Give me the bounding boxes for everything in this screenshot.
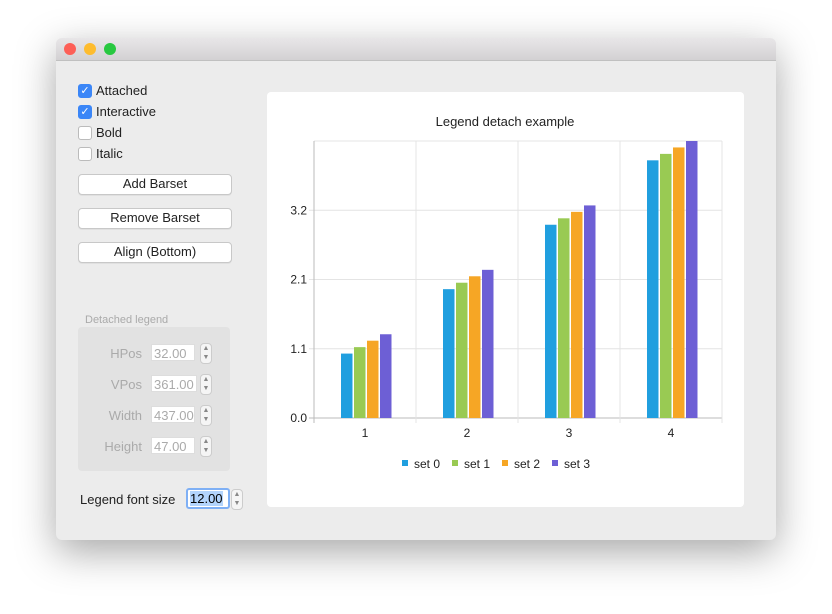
chart-panel: Legend detach example 0.0 1.1 2.1 3.2 1 2 3 4 se… <box>267 92 744 507</box>
bar-chart: Legend detach example 0.0 1.1 2.1 3.2 1 2 3 4 se… <box>290 114 723 471</box>
vpos-stepper[interactable]: ▲ ▼ <box>200 374 212 395</box>
bar-set-1 <box>660 153 672 418</box>
legend-marker <box>402 460 408 466</box>
bar-set-1 <box>456 282 468 418</box>
zoom-button[interactable] <box>104 43 116 55</box>
hpos-label: HPos <box>110 346 142 361</box>
x-tick-label: 4 <box>668 426 675 440</box>
font-size-stepper[interactable]: ▲ ▼ <box>231 489 243 510</box>
bar-set-3 <box>584 205 596 418</box>
legend-item: set 3 <box>564 457 590 471</box>
x-tick-label: 3 <box>566 426 573 440</box>
remove-barset-button[interactable]: Remove Barset <box>78 208 232 229</box>
align-button[interactable]: Align (Bottom) <box>78 242 232 263</box>
legend-marker <box>502 460 508 466</box>
legend-item: set 2 <box>514 457 540 471</box>
checkbox-box <box>78 125 92 140</box>
checkmark-icon: ✓ <box>78 83 92 98</box>
height-row: Height 47.00 ▲ ▼ <box>78 436 230 457</box>
bar-set-3 <box>686 141 698 418</box>
y-tick-label: 3.2 <box>290 203 307 217</box>
width-input[interactable]: 437.00 <box>151 406 195 423</box>
height-label: Height <box>104 439 142 454</box>
width-row: Width 437.00 ▲ ▼ <box>78 405 230 426</box>
font-size-value: 12.00 <box>190 491 223 506</box>
italic-checkbox[interactable]: Italic <box>78 146 123 161</box>
bar-set-0 <box>443 289 455 418</box>
checkbox-label: Bold <box>96 125 123 140</box>
x-tick-label: 2 <box>464 426 471 440</box>
bar-set-0 <box>341 353 353 418</box>
vpos-input[interactable]: 361.00 <box>151 375 197 392</box>
interactive-checkbox[interactable]: ✓ Interactive <box>78 104 156 119</box>
bar-set-0 <box>545 224 557 418</box>
bar-set-1 <box>558 218 570 418</box>
hpos-row: HPos 32.00 ▲ ▼ <box>78 343 230 364</box>
x-tick-label: 1 <box>362 426 369 440</box>
minimize-button[interactable] <box>84 43 96 55</box>
checkbox-box <box>78 146 92 161</box>
bold-checkbox[interactable]: Bold <box>78 125 122 140</box>
legend-item: set 1 <box>464 457 490 471</box>
chart-title: Legend detach example <box>436 114 575 129</box>
hpos-stepper[interactable]: ▲ ▼ <box>200 343 212 364</box>
attached-checkbox[interactable]: ✓ Attached <box>78 83 147 98</box>
detached-legend-group: HPos 32.00 ▲ ▼ VPos 361.00 ▲ ▼ Width 437.00 ▲ ▼ H… <box>78 327 230 471</box>
vpos-row: VPos 361.00 ▲ ▼ <box>78 374 230 395</box>
bar-set-2 <box>673 147 685 418</box>
legend-marker <box>452 460 458 466</box>
width-label: Width <box>108 408 142 423</box>
bar-set-3 <box>380 334 392 418</box>
checkbox-label: Interactive <box>96 104 156 119</box>
legend-item: set 0 <box>414 457 440 471</box>
checkbox-label: Attached <box>96 83 148 98</box>
vpos-label: VPos <box>110 377 142 392</box>
width-stepper[interactable]: ▲ ▼ <box>200 405 212 426</box>
legend-marker <box>552 460 558 466</box>
height-input[interactable]: 47.00 <box>151 437 195 454</box>
bar-set-2 <box>367 340 379 418</box>
font-size-label: Legend font size <box>80 492 176 507</box>
app-window: ✓ Attached ✓ Interactive Bold Italic Add B… <box>56 38 776 540</box>
bar-set-1 <box>354 347 366 418</box>
bar-set-0 <box>647 160 659 418</box>
add-barset-button[interactable]: Add Barset <box>78 174 232 195</box>
y-tick-label: 2.1 <box>290 273 307 287</box>
bar-set-2 <box>469 276 481 418</box>
detached-legend-title: Detached legend <box>85 314 169 326</box>
bar-set-3 <box>482 269 494 418</box>
y-tick-label: 0.0 <box>290 411 307 425</box>
bar-set-2 <box>571 211 583 418</box>
checkbox-label: Italic <box>96 146 123 161</box>
hpos-input[interactable]: 32.00 <box>151 344 195 361</box>
title-bar <box>56 38 776 61</box>
height-stepper[interactable]: ▲ ▼ <box>200 436 212 457</box>
close-button[interactable] <box>64 43 76 55</box>
checkmark-icon: ✓ <box>78 104 92 119</box>
y-tick-label: 1.1 <box>290 342 307 356</box>
font-size-input[interactable]: 12.00 <box>186 488 230 509</box>
